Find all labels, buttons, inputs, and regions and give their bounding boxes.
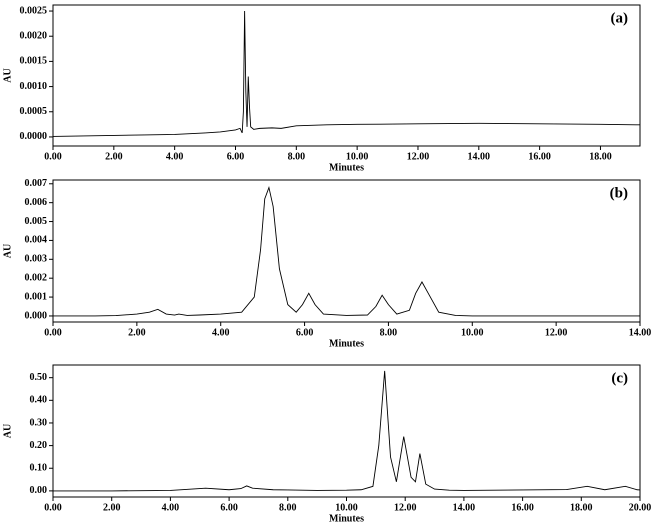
x-tick-label: 18.00 bbox=[589, 151, 612, 162]
plot-frame bbox=[52, 364, 641, 498]
y-tick-label: 0.00 bbox=[30, 485, 48, 496]
y-tick-label: 0.0020 bbox=[20, 31, 48, 42]
y-tick-label: 0.006 bbox=[25, 197, 48, 208]
y-tick-label: 0.005 bbox=[25, 216, 48, 227]
x-tick-label: 8.00 bbox=[279, 502, 297, 513]
y-tick-label: 0.0015 bbox=[20, 56, 48, 67]
y-tick-label: 0.0010 bbox=[20, 81, 48, 92]
x-tick-label: 20.00 bbox=[629, 502, 652, 513]
y-tick-label: 0.50 bbox=[30, 372, 48, 383]
y-tick-label: 0.30 bbox=[30, 417, 48, 428]
y-tick-label: 0.002 bbox=[25, 272, 48, 283]
y-tick-label: 0.0000 bbox=[20, 131, 48, 142]
x-tick-label: 14.00 bbox=[629, 327, 652, 338]
x-tick-label: 2.00 bbox=[103, 502, 121, 513]
x-tick-label: 10.00 bbox=[461, 327, 484, 338]
x-tick-label: 10.00 bbox=[346, 151, 369, 162]
panel-annotation: (b) bbox=[610, 185, 628, 201]
plot-frame bbox=[52, 4, 641, 147]
x-tick-label: 18.00 bbox=[570, 502, 593, 513]
x-tick-label: 8.00 bbox=[288, 151, 306, 162]
trace bbox=[52, 11, 641, 137]
panel-annotation: (c) bbox=[611, 370, 628, 386]
x-tick-label: 4.00 bbox=[166, 151, 184, 162]
y-tick-label: 0.000 bbox=[25, 310, 48, 321]
y-tick-label: 0.007 bbox=[25, 178, 48, 189]
x-tick-label: 2.00 bbox=[105, 151, 123, 162]
x-tick-label: 12.00 bbox=[394, 502, 417, 513]
x-tick-label: 0.00 bbox=[44, 151, 62, 162]
y-tick-label: 0.40 bbox=[30, 395, 48, 406]
x-tick-label: 4.00 bbox=[212, 327, 230, 338]
x-tick-label: 16.00 bbox=[511, 502, 534, 513]
x-axis-label: Minutes bbox=[329, 513, 364, 524]
x-tick-label: 16.00 bbox=[528, 151, 551, 162]
y-tick-label: 0.20 bbox=[30, 440, 48, 451]
x-tick-label: 6.00 bbox=[296, 327, 314, 338]
trace bbox=[53, 370, 641, 492]
y-tick-label: 0.10 bbox=[30, 463, 48, 474]
x-tick-label: 0.00 bbox=[44, 327, 62, 338]
panel-annotation: (a) bbox=[611, 10, 629, 26]
y-tick-label: 0.001 bbox=[25, 291, 48, 302]
x-tick-label: 10.00 bbox=[335, 502, 358, 513]
x-tick-label: 6.00 bbox=[227, 151, 245, 162]
x-tick-label: 2.00 bbox=[128, 327, 146, 338]
x-tick-label: 12.00 bbox=[407, 151, 430, 162]
x-axis-label: Minutes bbox=[329, 162, 364, 173]
x-tick-label: 12.00 bbox=[545, 327, 568, 338]
y-axis-label: AU bbox=[2, 424, 13, 438]
x-tick-label: 0.00 bbox=[44, 502, 62, 513]
plot-frame bbox=[52, 179, 641, 323]
y-tick-label: 0.0025 bbox=[20, 5, 48, 16]
x-tick-label: 6.00 bbox=[220, 502, 238, 513]
y-tick-label: 0.004 bbox=[25, 235, 48, 246]
x-tick-label: 14.00 bbox=[468, 151, 491, 162]
trace bbox=[53, 185, 640, 317]
x-tick-label: 8.00 bbox=[380, 327, 398, 338]
y-tick-label: 0.003 bbox=[25, 254, 48, 265]
y-axis-label: AU bbox=[2, 244, 13, 258]
x-tick-label: 14.00 bbox=[453, 502, 476, 513]
y-axis-label: AU bbox=[2, 68, 13, 82]
x-tick-label: 4.00 bbox=[162, 502, 180, 513]
y-tick-label: 0.0005 bbox=[20, 106, 48, 117]
x-axis-label: Minutes bbox=[329, 338, 364, 349]
